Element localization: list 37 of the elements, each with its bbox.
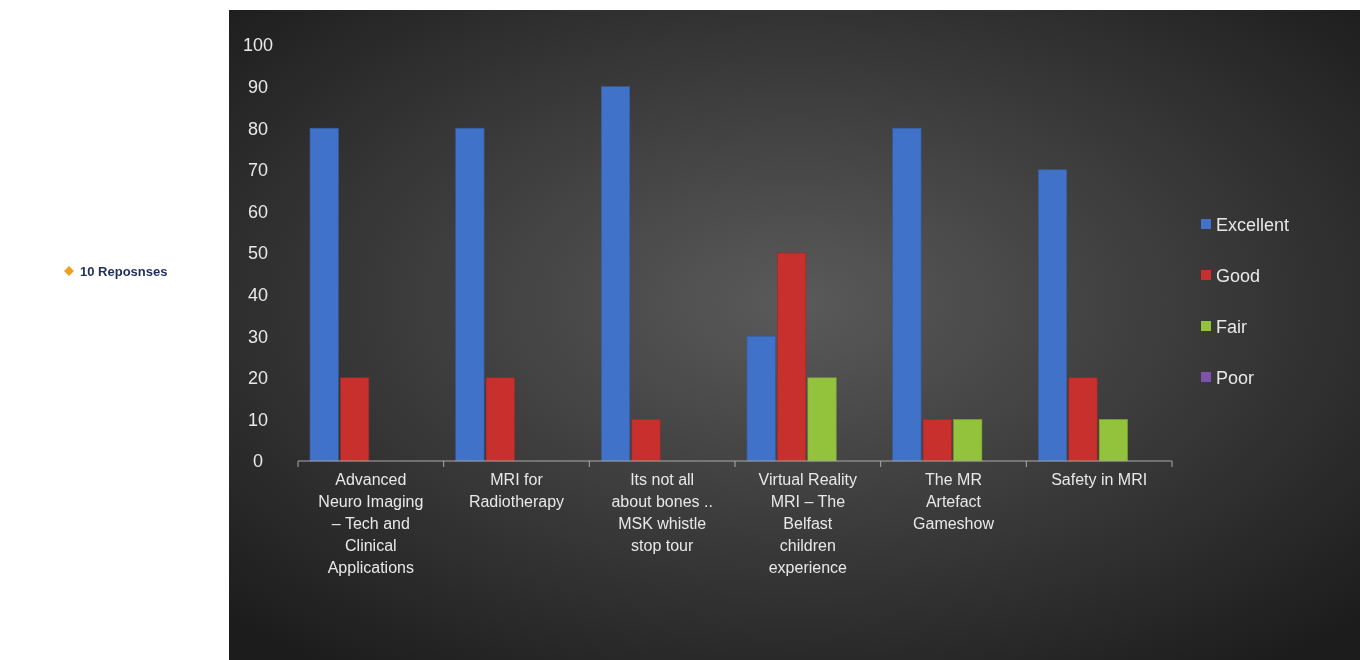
y-tick-label: 100 xyxy=(242,35,274,56)
x-tick-label: Its not all about bones .. MSK whistle stop tour xyxy=(611,471,713,554)
bar xyxy=(922,419,952,462)
y-tick-label: 20 xyxy=(247,368,269,389)
bar xyxy=(485,377,515,462)
y-tick-label: 80 xyxy=(247,118,269,139)
text: 10 Reposnses xyxy=(80,264,168,279)
y-tick-label: 40 xyxy=(247,284,269,305)
x-tick-label: MRI for Radiotherapy xyxy=(468,471,565,510)
bar xyxy=(1068,377,1098,462)
y-tick-label: 30 xyxy=(247,326,269,347)
bar xyxy=(455,127,485,462)
y-tick-label: 50 xyxy=(247,243,269,264)
bar xyxy=(309,127,339,462)
y-tick-label: 0 xyxy=(252,451,264,472)
x-tick-label: The MR Artefact Gameshow xyxy=(913,471,995,532)
y-tick-label: 90 xyxy=(247,76,269,97)
bar xyxy=(340,377,370,462)
bar xyxy=(892,127,922,462)
bar xyxy=(777,252,807,462)
y-tick-label: 60 xyxy=(247,201,269,222)
legend-label: Poor xyxy=(1216,368,1255,389)
y-tick-label: 10 xyxy=(247,409,269,430)
bar xyxy=(601,86,631,462)
bar xyxy=(746,335,776,462)
bar xyxy=(953,419,983,462)
bar xyxy=(807,377,837,462)
bar xyxy=(1038,169,1068,462)
x-tick-label: Virtual Reality MRI – The Belfast children experience xyxy=(758,471,858,576)
legend-label: Fair xyxy=(1216,317,1247,338)
x-tick-label: Safety in MRI xyxy=(1051,471,1148,488)
legend-label: Good xyxy=(1216,266,1261,287)
bar xyxy=(1098,419,1128,462)
text: Excellent xyxy=(1216,215,1290,236)
bar xyxy=(631,419,661,462)
x-tick-label: Advanced Neuro Imaging – Tech and Clinical Applications xyxy=(318,471,424,576)
y-tick-label: 70 xyxy=(247,160,269,181)
